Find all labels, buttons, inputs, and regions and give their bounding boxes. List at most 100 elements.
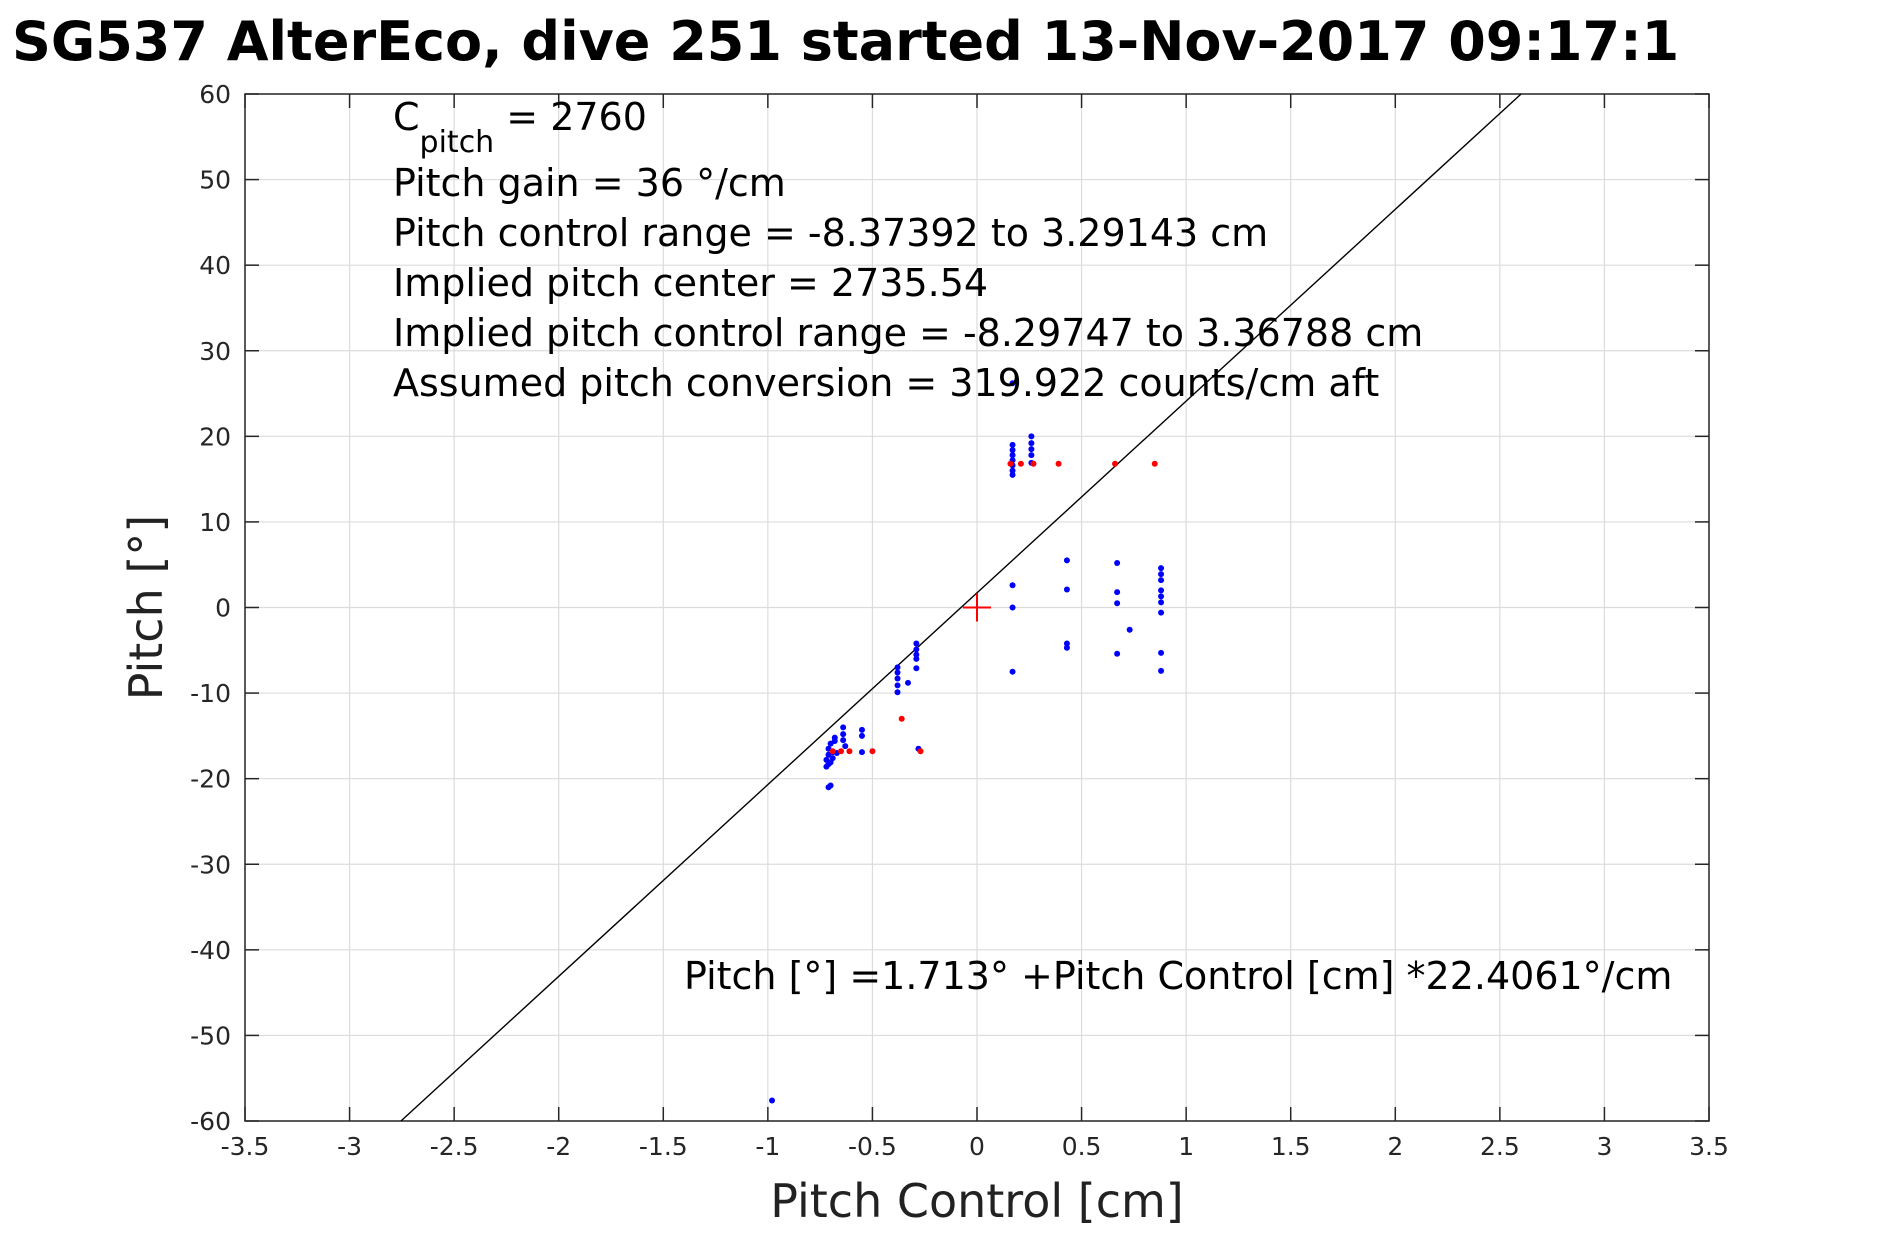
data-point-blue [1158,667,1165,674]
data-point-blue [1158,565,1165,572]
x-axis-label: Pitch Control [cm] [770,1174,1184,1228]
fit-line [400,93,1522,1122]
x-tick-label: 0.5 [1062,1132,1102,1161]
data-point-blue [829,755,836,762]
y-tick-label: 20 [199,422,231,451]
data-point-blue [1114,589,1121,596]
data-point-red [1030,460,1037,467]
x-tick-label: 2.5 [1480,1132,1520,1161]
data-point-blue [858,749,865,756]
data-point-blue [913,665,920,672]
data-point-blue [1126,626,1133,633]
data-point-blue [823,763,830,770]
data-point-red [846,748,853,755]
data-point-blue [840,737,847,744]
y-axis-label: Pitch [°] [119,515,173,701]
annotation-pitch-control-range: Pitch control range = -8.37392 to 3.2914… [393,211,1268,255]
x-tick-label: 0 [969,1132,985,1161]
data-point-blue [840,731,847,738]
x-tick-label: -0.5 [848,1132,897,1161]
x-tick-label: 2 [1387,1132,1403,1161]
x-tick-label: -1 [755,1132,780,1161]
y-tick-label: -40 [190,936,231,965]
data-point-blue [1158,649,1165,656]
c-pitch-value: = 2760 [494,95,647,139]
annotation-implied-pitch-control-range: Implied pitch control range = -8.29747 t… [393,311,1423,355]
data-point-blue [858,726,865,733]
x-tick-label: 1 [1178,1132,1194,1161]
data-point-blue [1063,640,1070,647]
x-tick-label: -2.5 [430,1132,479,1161]
y-tick-label: 30 [199,337,231,366]
data-point-blue [1114,559,1121,566]
data-point-blue [1009,467,1016,474]
data-point-blue [894,689,901,696]
c-pitch-symbol: C [393,95,420,139]
annotation-assumed-pitch-conversion: Assumed pitch conversion = 319.922 count… [393,361,1379,405]
data-point-blue [769,1097,776,1104]
data-point-red [1007,460,1014,467]
data-point-blue [1063,586,1070,593]
data-point-blue [842,743,849,750]
data-point-blue [1009,452,1016,459]
data-point-blue [1009,668,1016,675]
annotation-pitch-gain: Pitch gain = 36 °/cm [393,161,786,205]
data-point-blue [913,646,920,653]
data-point-blue [1028,440,1035,447]
data-point-blue [894,669,901,676]
data-point-red [1151,460,1158,467]
data-point-blue [913,651,920,658]
y-tick-label: -60 [190,1107,231,1136]
data-point-blue [1009,380,1016,387]
y-tick-label: 60 [199,80,231,109]
data-point-blue [1009,447,1016,454]
data-point-red [1055,460,1062,467]
chart-title: SG537 AlterEco, dive 251 started 13-Nov-… [12,10,1679,73]
annotation-implied-pitch-center: Implied pitch center = 2735.54 [393,261,988,305]
data-point-blue [913,655,920,662]
x-tick-label: 3.5 [1689,1132,1729,1161]
c-pitch-subscript: pitch [420,125,495,160]
data-point-blue [1114,600,1121,607]
plot-area [400,93,1522,1122]
x-tick-label: -1.5 [639,1132,688,1161]
data-point-blue [894,675,901,682]
data-point-blue [1028,452,1035,459]
fit-equation-label: Pitch [°] =1.713° +Pitch Control [cm] *2… [684,954,1672,998]
data-point-blue [1158,587,1165,594]
data-point-blue [1028,446,1035,453]
annotation-block: Cpitch = 2760 Pitch gain = 36 °/cm Pitch… [393,95,1672,998]
data-point-red [829,748,836,755]
data-point-red [898,715,905,722]
center-marker [963,593,991,622]
y-tick-label: 0 [215,594,231,623]
data-point-blue [894,664,901,671]
y-tick-label: 10 [199,508,231,537]
y-tick-label: -20 [190,765,231,794]
axes: -3.5 -3 -2.5 -2 -1.5 -1 -0.5 0 0.5 1 1.5 2 2.5 3 3.5 -6… [190,80,1729,1161]
data-point-blue [1063,557,1070,564]
y-tick-label: -10 [190,679,231,708]
data-point-red [838,748,845,755]
data-point-blue [1028,433,1035,440]
data-point-blue [913,640,920,647]
data-point-red [1017,460,1024,467]
data-point-blue [1158,609,1165,616]
y-tick-label: 40 [199,251,231,280]
data-point-blue [1158,577,1165,584]
x-tick-label: 1.5 [1271,1132,1311,1161]
data-point-blue [1158,593,1165,600]
data-point-blue [827,740,834,747]
x-tick-label: 3 [1596,1132,1612,1161]
data-point-blue [827,782,834,789]
annotation-c-pitch: Cpitch = 2760 [393,95,647,160]
y-tick-label: -50 [190,1021,231,1050]
grid [244,93,1710,1122]
data-point-blue [1158,599,1165,606]
y-tick-label: -30 [190,850,231,879]
data-point-red [1112,460,1119,467]
data-point-blue [904,679,911,686]
data-point-blue [831,734,838,741]
x-tick-label: -2 [546,1132,571,1161]
